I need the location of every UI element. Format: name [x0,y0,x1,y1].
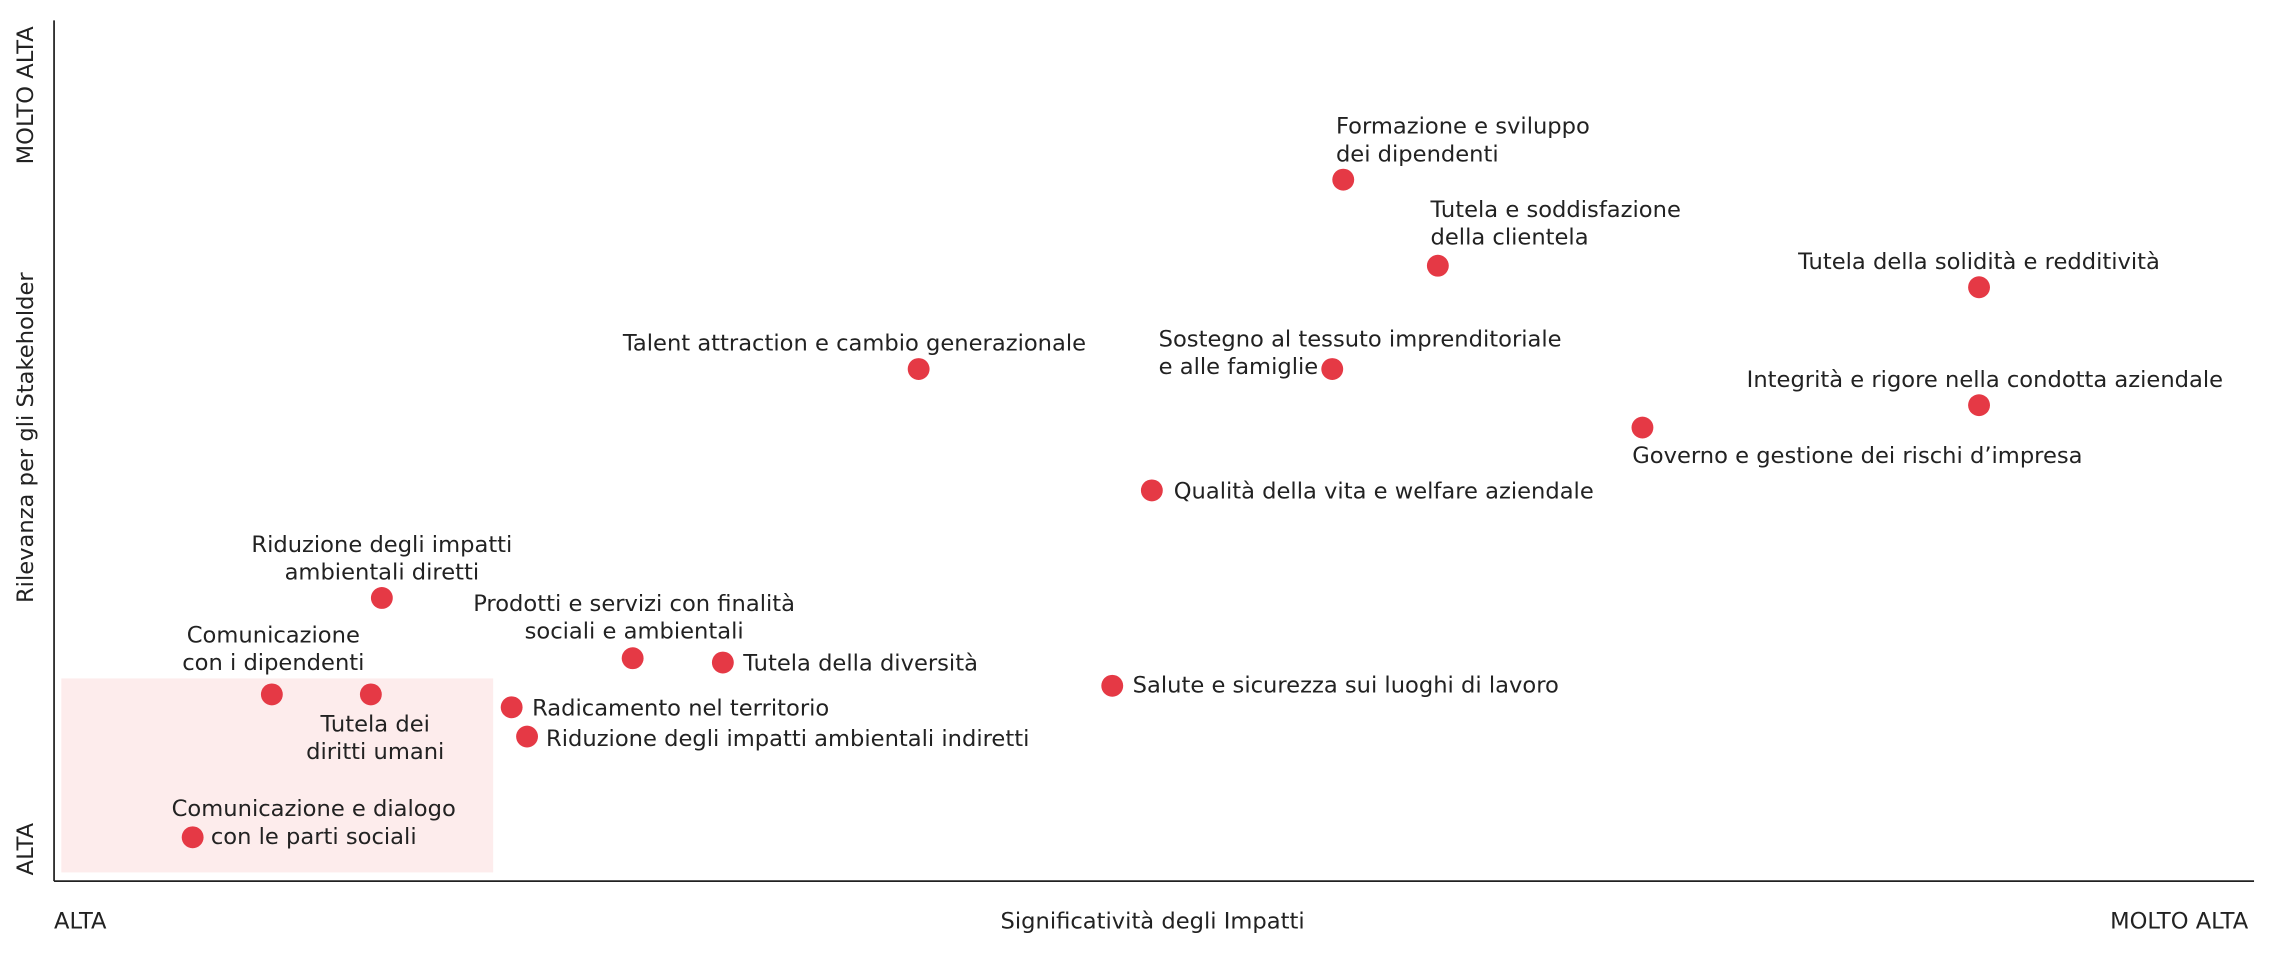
point-label: Sostegno al tessuto imprenditoriale [1159,326,1562,352]
x-tick-label: MOLTO ALTA [2110,909,2249,935]
point [621,647,644,670]
point-label: sociali e ambientali [525,618,744,644]
point [711,651,734,674]
point [260,683,283,706]
point [516,725,538,748]
point-label: Comunicazione [187,623,360,649]
point-label: con i dipendenti [182,650,364,676]
point [181,826,204,849]
point [1321,358,1344,380]
point [359,683,382,706]
point [1426,254,1449,277]
point [500,696,523,719]
focus-area [61,678,494,873]
point [370,587,393,609]
point-label: Salute e sicurezza sui luoghi di lavoro [1133,672,1559,698]
point-label: Tutela e soddisfazione [1430,197,1681,223]
point-label: e alle famiglie [1159,354,1319,380]
point-label: con le parti sociali [211,824,417,850]
point-label: dei dipendenti [1336,141,1499,167]
point [1631,416,1654,439]
point-label: ambientali diretti [285,560,480,586]
point-label: Riduzione degli impatti ambientali indir… [546,726,1029,752]
y-axis-label: Rilevanza per gli Stakeholder [13,272,39,603]
point-label: Governo e gestione dei rischi d’impresa [1632,443,2082,469]
point-label: diritti umani [306,739,444,765]
point-label: Qualità della vita e welfare aziendale [1174,478,1594,504]
point-label: Talent attraction e cambio generazionale [622,331,1086,357]
y-tick-label: ALTA [13,822,39,875]
x-tick-label: ALTA [54,909,107,935]
point-label: della clientela [1431,225,1589,251]
point [907,358,930,380]
point-label: Tutela dei [320,712,430,738]
point [1968,276,1990,299]
point [1332,168,1355,191]
point-label: Formazione e sviluppo [1336,114,1590,140]
y-tick-label: MOLTO ALTA [13,26,39,165]
point-label: Comunicazione e dialogo [172,796,456,822]
point [1968,394,1990,417]
point-label: Integrità e rigore nella condotta aziend… [1747,367,2223,393]
point-label: Tutela della solidità e redditività [1797,249,2160,275]
x-axis-label: Significatività degli Impatti [1001,909,1305,935]
point-label: Prodotti e servizi con finalità [473,591,795,617]
point-label: Riduzione degli impatti [251,532,512,558]
point [1140,479,1163,502]
point-label: Radicamento nel territorio [532,695,829,721]
point-label: Tutela della diversità [742,650,978,676]
point [1101,674,1124,697]
